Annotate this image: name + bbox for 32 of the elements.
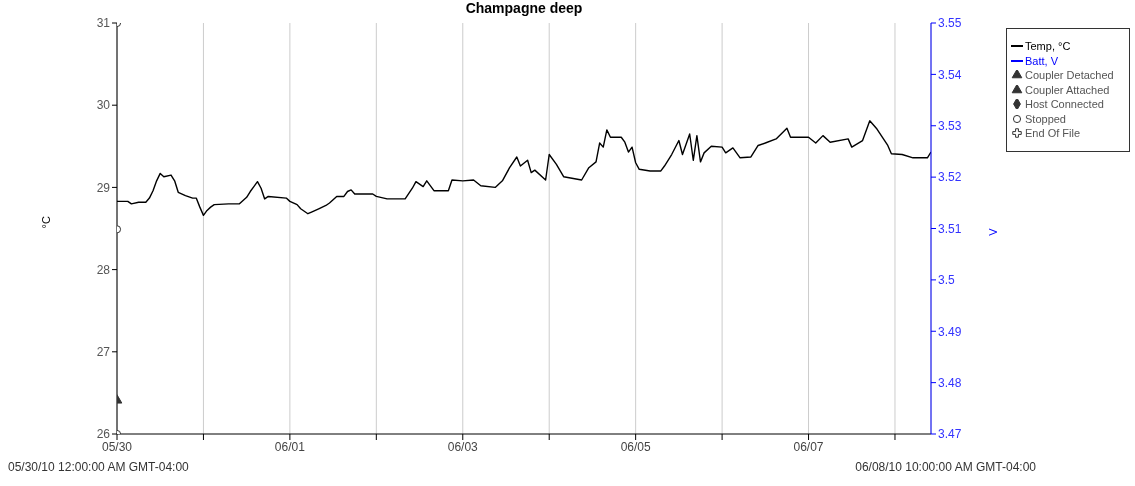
x-tick-label: 06/01 (274, 439, 306, 454)
y-tick-label: 29 (96, 180, 111, 195)
chart-title: Champagne deep (464, 0, 584, 16)
y-tick-label: 31 (96, 16, 111, 31)
legend-label: End Of File (1025, 126, 1081, 141)
y2-tick-label: 3.47 (938, 427, 962, 442)
legend-label: Batt, V (1025, 53, 1059, 68)
y2-tick-label: 3.51 (938, 221, 962, 236)
y2-tick-label: 3.53 (938, 119, 962, 134)
text: 05/30/10 12:00:00 AM GMT-04:00 (8, 460, 189, 474)
x-tick-label: 06/07 (793, 439, 824, 454)
y-axis-title: °C (39, 216, 52, 229)
legend-label: Coupler Detached (1025, 68, 1114, 83)
x-tick-label: 05/30 (101, 439, 133, 454)
legend-label: Coupler Attached (1025, 82, 1110, 97)
text: 06/08/10 10:00:00 AM GMT-04:00 (855, 460, 1036, 474)
y-tick-label: 26 (96, 427, 111, 442)
y2-tick-label: 3.49 (938, 324, 962, 339)
legend-label: Temp, °C (1025, 39, 1071, 54)
y2-tick-label: 3.5 (938, 273, 956, 288)
y-tick-label: 28 (96, 262, 111, 277)
x-tick-label: 06/03 (447, 439, 479, 454)
y2-tick-label: 3.48 (938, 375, 962, 390)
legend-label: Stopped (1025, 111, 1066, 126)
y2-tick-label: 3.52 (938, 170, 962, 185)
legend-label: Host Connected (1025, 97, 1104, 112)
y-tick-label: 27 (96, 345, 111, 360)
y2-axis-title: V (986, 227, 999, 236)
x-tick-label: 06/05 (620, 439, 651, 454)
y2-tick-label: 3.54 (938, 67, 962, 82)
y-tick-label: 30 (96, 98, 111, 113)
y2-tick-label: 3.55 (938, 16, 962, 31)
